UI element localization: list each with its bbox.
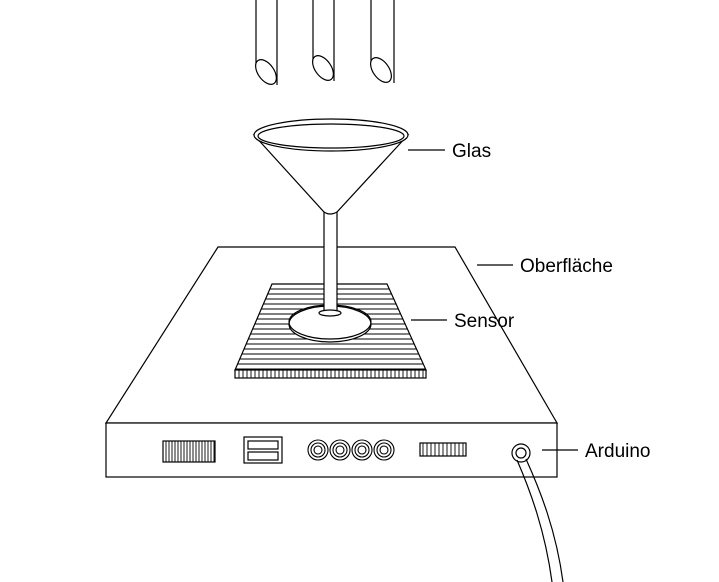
nozzle-1 bbox=[255, 0, 278, 85]
glass-bowl bbox=[252, 134, 410, 215]
glass-rim bbox=[253, 118, 409, 152]
usb-port-icon bbox=[243, 436, 283, 464]
rca-jack-icon bbox=[313, 445, 323, 455]
rca-jack-icon bbox=[379, 445, 389, 455]
nozzle-2 bbox=[312, 0, 335, 81]
ribbon-connector bbox=[162, 440, 216, 463]
label-sensor: Sensor bbox=[454, 311, 515, 332]
dispenser-nozzles bbox=[255, 0, 395, 85]
label-glas: Glas bbox=[452, 141, 491, 162]
power-jack-icon bbox=[511, 443, 531, 463]
rca-jack-icon bbox=[357, 445, 367, 455]
rca-jack-icon bbox=[335, 445, 345, 455]
rca-jacks bbox=[307, 439, 395, 461]
martini-glass bbox=[252, 118, 410, 343]
power-cable-outer bbox=[525, 458, 564, 582]
label-oberflaeche: Oberfläche bbox=[520, 256, 613, 277]
nozzle-3 bbox=[370, 0, 395, 83]
label-arduino: Arduino bbox=[585, 441, 651, 462]
glass-stem bbox=[323, 209, 338, 315]
pin-header bbox=[419, 442, 467, 457]
power-cable bbox=[516, 459, 553, 582]
